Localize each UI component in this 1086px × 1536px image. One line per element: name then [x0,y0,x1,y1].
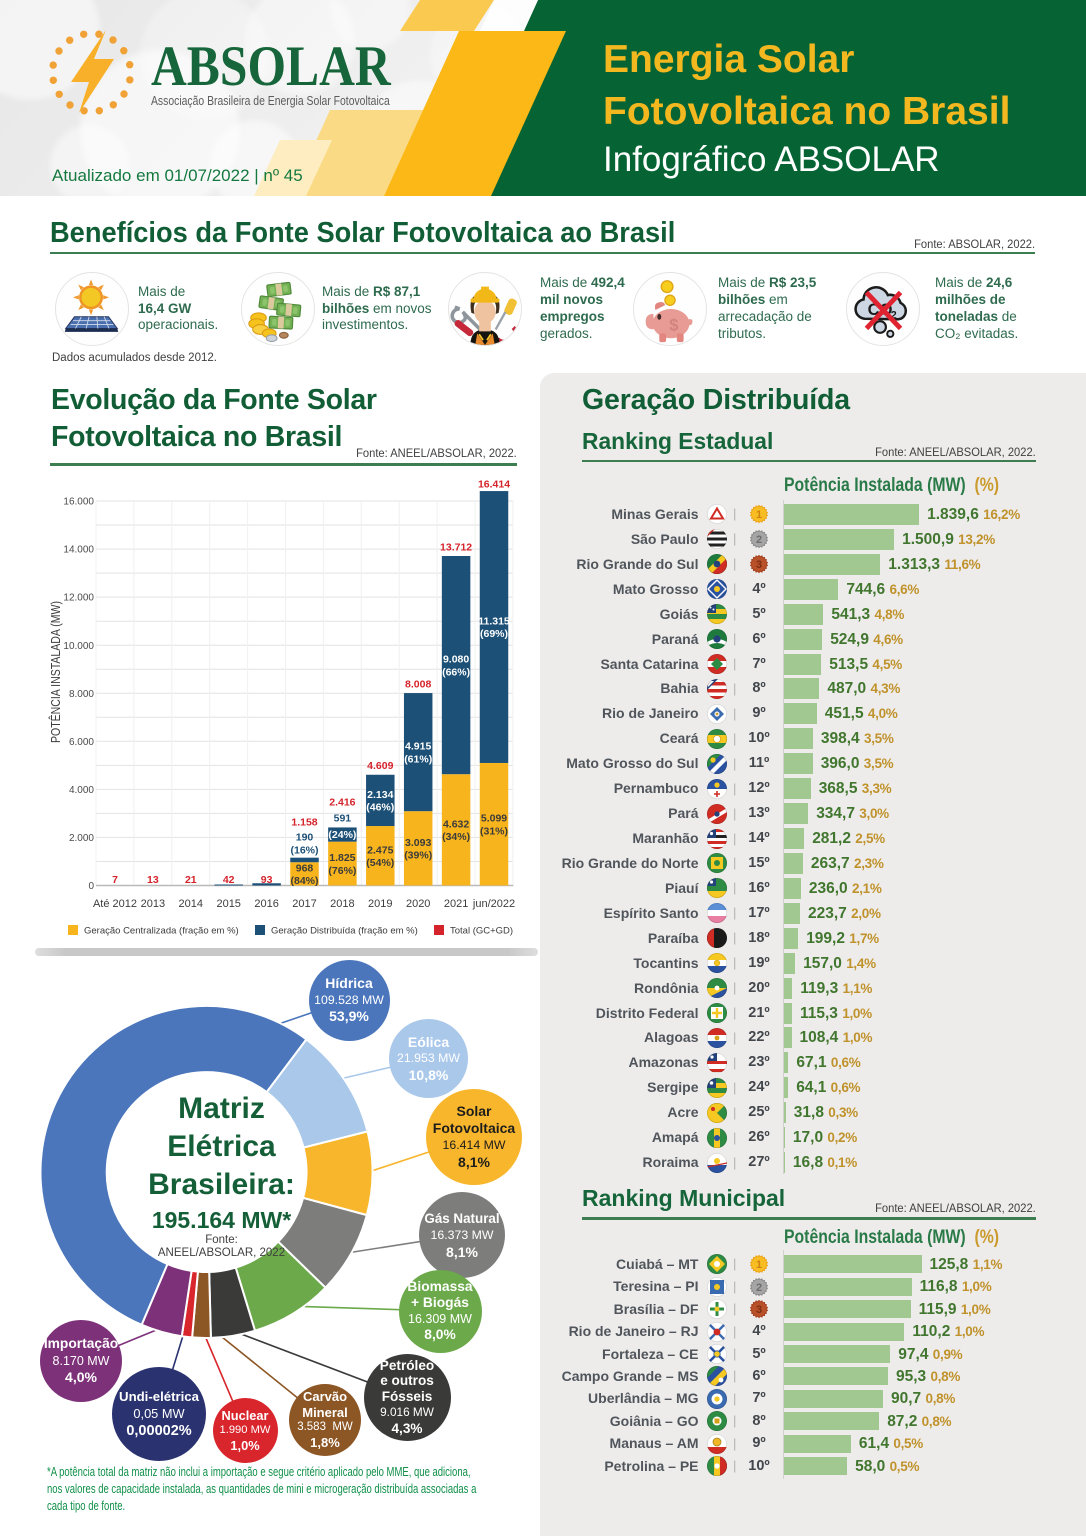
svg-text:11.315: 11.315 [478,616,510,628]
svg-text:42: 42 [223,874,235,886]
svg-text:1: 1 [756,509,762,521]
svg-text:2.475: 2.475 [367,844,393,856]
svg-text:(76%): (76%) [328,865,356,877]
svg-text:Total (GC+GD): Total (GC+GD) [450,926,513,937]
svg-text:12.000: 12.000 [63,593,94,604]
svg-text:(84%): (84%) [290,875,318,887]
svg-text:(31%): (31%) [480,825,508,837]
svg-text:5.099: 5.099 [481,813,507,825]
svg-text:2: 2 [756,534,762,546]
svg-text:2.000: 2.000 [69,833,94,844]
svg-text:7: 7 [112,874,118,886]
svg-text:3: 3 [756,1304,762,1316]
svg-text:2015: 2015 [216,898,240,910]
svg-text:Geração Centralizada (fração e: Geração Centralizada (fração em %) [84,926,239,937]
svg-text:3.093: 3.093 [405,837,431,849]
svg-text:4.000: 4.000 [69,785,94,796]
svg-text:1.825: 1.825 [329,852,355,864]
svg-text:2018: 2018 [330,898,354,910]
svg-text:21: 21 [185,874,197,886]
svg-text:(16%): (16%) [290,845,318,857]
svg-text:190: 190 [296,831,314,843]
svg-text:POTÊNCIA INSTALADA (MW): POTÊNCIA INSTALADA (MW) [48,601,63,743]
svg-text:1: 1 [756,1259,762,1271]
svg-text:93: 93 [261,874,273,886]
svg-text:2: 2 [756,1282,762,1294]
svg-text:16.000: 16.000 [63,497,94,508]
svg-text:(46%): (46%) [366,802,394,814]
svg-text:(54%): (54%) [366,857,394,869]
svg-text:3: 3 [756,559,762,571]
svg-text:Geração Distribuída (fração em: Geração Distribuída (fração em %) [271,926,418,937]
svg-text:2021: 2021 [444,898,468,910]
svg-text:4.609: 4.609 [367,760,393,772]
svg-text:13: 13 [147,874,159,886]
svg-text:0: 0 [88,881,94,892]
svg-text:jun/2022: jun/2022 [472,898,515,910]
svg-text:4.915: 4.915 [405,741,431,753]
svg-text:8.000: 8.000 [69,689,94,700]
svg-text:8.008: 8.008 [405,678,431,690]
svg-text:2020: 2020 [406,898,430,910]
svg-text:(66%): (66%) [442,666,470,678]
svg-text:2014: 2014 [179,898,203,910]
svg-text:16.414: 16.414 [478,479,510,491]
svg-text:Até 2012: Até 2012 [93,898,137,910]
svg-text:968: 968 [296,862,314,874]
svg-text:4.632: 4.632 [443,818,469,830]
svg-text:(34%): (34%) [442,831,470,843]
svg-text:(39%): (39%) [404,850,432,862]
svg-text:2019: 2019 [368,898,392,910]
svg-text:14.000: 14.000 [63,545,94,556]
svg-text:(24%): (24%) [328,829,356,841]
svg-text:2013: 2013 [141,898,165,910]
svg-text:591: 591 [334,812,352,824]
svg-text:$: $ [669,315,678,334]
svg-text:2016: 2016 [254,898,278,910]
svg-text:1.158: 1.158 [291,817,317,829]
svg-text:6.000: 6.000 [69,737,94,748]
svg-text:10.000: 10.000 [63,641,94,652]
svg-text:(69%): (69%) [480,628,508,640]
svg-text:2.134: 2.134 [367,789,393,801]
svg-text:2: 2 [891,310,897,322]
svg-text:(61%): (61%) [404,753,432,765]
svg-text:9.080: 9.080 [443,654,469,666]
svg-text:13.712: 13.712 [440,542,472,554]
svg-text:2017: 2017 [292,898,316,910]
svg-text:2.416: 2.416 [329,797,355,809]
